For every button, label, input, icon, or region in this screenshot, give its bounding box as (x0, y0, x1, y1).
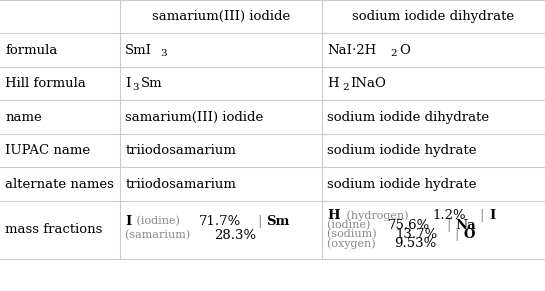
Text: O: O (464, 228, 475, 241)
Text: Hill formula: Hill formula (5, 77, 86, 90)
Text: mass fractions: mass fractions (5, 223, 103, 236)
Text: formula: formula (5, 44, 58, 57)
Text: INaO: INaO (350, 77, 386, 90)
Text: (oxygen): (oxygen) (327, 239, 379, 249)
Text: 2: 2 (342, 83, 349, 92)
Text: H: H (327, 77, 338, 90)
Text: 28.3%: 28.3% (214, 229, 256, 242)
Text: (iodine): (iodine) (134, 216, 184, 226)
Text: |: | (480, 210, 484, 222)
Text: 9.53%: 9.53% (394, 237, 437, 250)
Text: 2: 2 (391, 49, 397, 58)
Text: samarium(III) iodide: samarium(III) iodide (152, 10, 290, 23)
Text: name: name (5, 111, 42, 124)
Text: Sm: Sm (141, 77, 162, 90)
Text: I: I (125, 77, 131, 90)
Text: 13.7%: 13.7% (396, 228, 438, 241)
Text: |: | (454, 228, 458, 241)
Text: sodium iodide dihydrate: sodium iodide dihydrate (352, 10, 514, 23)
Text: sodium iodide hydrate: sodium iodide hydrate (327, 144, 476, 157)
Text: 1.2%: 1.2% (432, 210, 466, 222)
Text: (samarium): (samarium) (125, 230, 194, 241)
Text: 75.6%: 75.6% (387, 219, 430, 232)
Text: |: | (446, 219, 450, 232)
Text: Na: Na (456, 219, 476, 232)
Text: IUPAC name: IUPAC name (5, 144, 90, 157)
Text: alternate names: alternate names (5, 178, 114, 191)
Text: H: H (327, 210, 340, 222)
Text: O: O (399, 44, 410, 57)
Text: |: | (257, 214, 261, 228)
Text: 71.7%: 71.7% (198, 214, 241, 228)
Text: 3: 3 (132, 83, 139, 92)
Text: sodium iodide dihydrate: sodium iodide dihydrate (327, 111, 489, 124)
Text: (sodium): (sodium) (327, 229, 380, 240)
Text: 3: 3 (160, 49, 167, 58)
Text: triiodosamarium: triiodosamarium (125, 144, 236, 157)
Text: (hydrogen): (hydrogen) (343, 211, 412, 221)
Text: SmI: SmI (125, 44, 153, 57)
Text: Sm: Sm (267, 214, 290, 228)
Text: sodium iodide hydrate: sodium iodide hydrate (327, 178, 476, 191)
Text: I: I (125, 214, 131, 228)
Text: samarium(III) iodide: samarium(III) iodide (125, 111, 264, 124)
Text: triiodosamarium: triiodosamarium (125, 178, 236, 191)
Text: (iodine): (iodine) (327, 220, 374, 230)
Text: I: I (489, 210, 495, 222)
Text: NaI·2H: NaI·2H (327, 44, 376, 57)
